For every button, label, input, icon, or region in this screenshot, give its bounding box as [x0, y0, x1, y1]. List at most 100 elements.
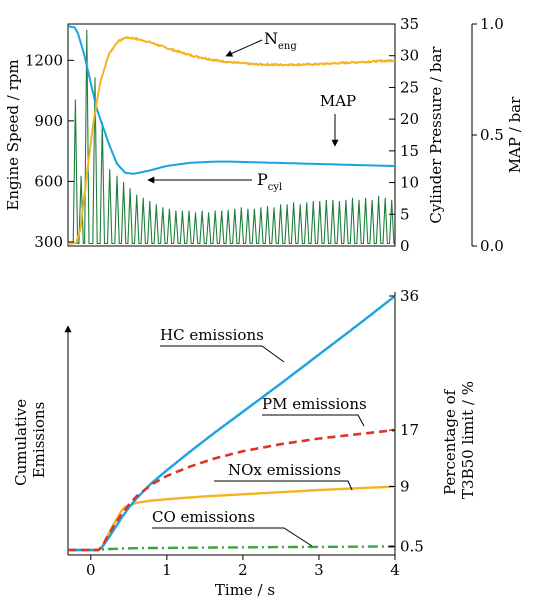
pcyl-peak-point — [273, 207, 275, 209]
pcyl-peak-point — [136, 194, 138, 196]
pcyl-peak-point — [266, 206, 269, 208]
pcyl-peak-point — [338, 201, 340, 203]
pcyl-peak-point — [345, 199, 347, 201]
pcyl-peak-point — [365, 197, 367, 199]
pcyl-peak-point — [155, 204, 157, 206]
pcyl-peak-point — [247, 208, 249, 210]
hc-emissions-label: HC emissions — [160, 326, 264, 344]
engine-speed-tick-label: 1200 — [25, 51, 63, 69]
time-tick-label: 0 — [86, 561, 96, 579]
pcyl-peak-point — [181, 210, 183, 212]
pcyl-peak-point — [234, 208, 236, 210]
pcyl-label-sub: cyl — [268, 182, 282, 193]
pcyl-peak-point — [188, 210, 190, 212]
co-callout: CO emissions — [152, 508, 313, 547]
cylinder-pressure-tick-label: 30 — [400, 47, 419, 65]
pcyl-peak-point — [123, 182, 125, 184]
top-plot-frame — [67, 23, 396, 247]
pcyl-peak-point — [168, 208, 170, 210]
cylinder-pressure-tick-label: 10 — [400, 174, 419, 192]
engine-speed-tick-label: 600 — [34, 172, 63, 190]
percentage-tick-label: 17 — [400, 421, 419, 439]
nox-emissions-line — [68, 485, 396, 552]
pcyl-peak-point — [129, 188, 131, 190]
pcyl-peak-point — [325, 199, 327, 201]
cylinder-pressure-tick-label: 15 — [400, 142, 419, 160]
pm-callout-leader — [262, 414, 365, 427]
cumulative-emissions-line-2: Emissions — [30, 402, 48, 479]
pcyl-peak-point — [240, 207, 242, 209]
map-axis-label: MAP / bar — [506, 96, 524, 173]
pcyl-peak-point — [384, 197, 386, 199]
bottom-series-layer — [68, 295, 396, 552]
map-annotation: MAP — [320, 92, 356, 147]
nox-callout: NOx emissions — [214, 461, 353, 491]
pcyl-peak-point — [312, 201, 314, 203]
pcyl-peak-point — [86, 29, 88, 31]
percentage-tick-label: 36 — [400, 287, 419, 305]
time-tick-label: 3 — [314, 561, 324, 579]
pcyl-peak-point — [109, 169, 111, 171]
engine-speed-tick-label: 900 — [34, 112, 63, 130]
pcyl-peak-point — [351, 197, 354, 199]
svg-text:Pcyl: Pcyl — [257, 170, 282, 193]
engine-speed-tick-label: 300 — [34, 233, 63, 251]
pcyl-peak-point — [149, 201, 151, 203]
nox-emissions-label: NOx emissions — [228, 461, 341, 479]
top-axes-layer: 300 600 900 1200 0 5 10 15 20 25 30 35 0.0 0.5 1.0 — [25, 15, 504, 255]
pcyl-peak-point — [116, 175, 118, 177]
pcyl-peak-point — [94, 77, 96, 79]
pcyl-peak-point — [253, 208, 255, 210]
hc-emissions-line — [68, 295, 396, 552]
neng-label-sub: eng — [278, 41, 297, 52]
cylinder-pressure-tick-label: 5 — [400, 205, 410, 223]
pcyl-peak-point — [391, 199, 393, 201]
svg-text:Neng: Neng — [264, 29, 297, 52]
cylinder-pressure-axis-label: Cylinder Pressure / bar — [427, 46, 445, 224]
pcyl-peak-point — [214, 210, 216, 212]
cylinder-pressure-tick-label: 35 — [400, 15, 419, 33]
pcyl-peak-point — [286, 204, 288, 206]
cumulative-emissions-label: Cumulative Emissions — [12, 394, 48, 486]
map-label: MAP — [320, 92, 356, 110]
time-tick-label: 2 — [238, 561, 248, 579]
pm-callout: PM emissions — [262, 395, 367, 427]
hc-callout: HC emissions — [160, 326, 285, 363]
co-emissions-line — [68, 545, 395, 552]
co-emissions-label: CO emissions — [152, 508, 255, 526]
pm-emissions-line — [68, 428, 396, 552]
pcyl-peak-point — [221, 210, 223, 212]
time-tick-label: 4 — [390, 561, 400, 579]
pcyl-peak-point — [280, 204, 282, 206]
nox-callout-leader — [214, 480, 353, 491]
percentage-limit-label: Percentage of T3B50 limit / % — [441, 381, 477, 499]
pcyl-peak-point — [194, 212, 197, 214]
pcyl-peak-point — [371, 199, 373, 201]
cylinder-pressure-tick-label: 0 — [400, 237, 410, 255]
top-series-layer — [67, 25, 396, 245]
percentage-tick-label: 9 — [400, 478, 410, 496]
map-tick-label: 1.0 — [480, 15, 504, 33]
pcyl-annotation: Pcyl — [147, 170, 282, 193]
neng-annotation-arrow — [225, 39, 263, 57]
pcyl-peak-point — [74, 99, 76, 101]
map-line — [67, 25, 396, 175]
pcyl-peak-point — [201, 210, 203, 212]
neng-label: N — [264, 29, 278, 48]
pcyl-peak-point — [260, 207, 262, 209]
pcyl-peak-point — [358, 199, 360, 201]
pcyl-peak-point — [306, 202, 308, 204]
neng-line — [67, 35, 396, 245]
pcyl-peak-point — [80, 175, 82, 177]
co-callout-leader — [152, 527, 313, 547]
pcyl-peak-point — [332, 199, 334, 201]
engine-speed-axis-label: Engine Speed / rpm — [4, 59, 22, 210]
pcyl-peak-point — [378, 195, 380, 198]
pm-emissions-label: PM emissions — [262, 395, 367, 413]
pcyl-peak-point — [175, 210, 177, 212]
percentage-limit-line-1: Percentage of — [441, 388, 459, 495]
cumulative-emissions-line-1: Cumulative — [12, 399, 30, 486]
percentage-limit-line-2: T3B50 limit / % — [459, 381, 477, 499]
pcyl-peak-point — [319, 201, 321, 203]
pcyl-peak-point — [208, 212, 210, 214]
